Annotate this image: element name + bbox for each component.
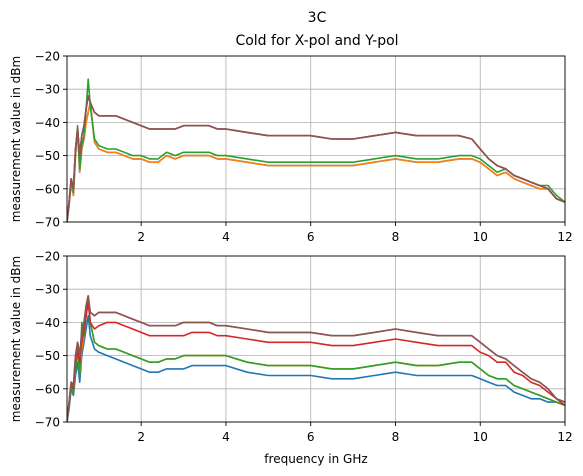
figure-title: 3C (308, 10, 327, 26)
y-tick-label: −50 (35, 149, 60, 163)
x-axis-label: frequency in GHz (264, 452, 367, 466)
y-tick-label: −20 (35, 250, 60, 264)
chart-panel-1: 2 4 6 8 10 12 −20 −30 −40 −50 −60 −70 measurement va… (9, 50, 573, 245)
x-tick-label: 2 (137, 230, 145, 244)
x-tick-label: 4 (222, 230, 230, 244)
y-axis-label: measurement value in dBm (9, 56, 23, 222)
plot-area (67, 256, 565, 422)
x-tick-label: 12 (557, 430, 572, 444)
series-group (67, 294, 565, 422)
x-tick-label: 10 (473, 430, 488, 444)
y-tick-label: −20 (35, 50, 60, 64)
series-line-4 (67, 301, 565, 422)
y-tick-label: −60 (35, 182, 60, 196)
plot-area (67, 56, 565, 222)
y-tick-label: −40 (35, 316, 60, 330)
axes-frame (66, 255, 566, 423)
y-tick-label: −70 (35, 216, 60, 230)
series-group (67, 78, 565, 222)
x-tick-label: 6 (307, 430, 315, 444)
y-tick-label: −30 (35, 283, 60, 297)
y-tick-label: −30 (35, 83, 60, 97)
axes-frame (66, 55, 566, 223)
x-tick-label: 6 (307, 230, 315, 244)
y-axis-label: measurement value in dBm (9, 256, 23, 422)
series-line-1 (67, 314, 565, 422)
chart-panel-2: 2 4 6 8 10 12 −20 −30 −40 −50 −60 −70 measurement va… (9, 250, 573, 467)
series-line-6 (67, 294, 565, 422)
x-tick-label: 8 (392, 230, 400, 244)
y-tick-label: −50 (35, 349, 60, 363)
x-tick-label: 2 (137, 430, 145, 444)
x-tick-label: 8 (392, 430, 400, 444)
series-line-6 (67, 95, 565, 222)
y-tick-label: −70 (35, 416, 60, 430)
x-tick-label: 10 (473, 230, 488, 244)
figure-subtitle: Cold for X-pol and Y-pol (235, 33, 398, 49)
y-tick-label: −40 (35, 116, 60, 130)
y-tick-label: −60 (35, 382, 60, 396)
x-tick-label: 4 (222, 430, 230, 444)
x-tick-label: 12 (557, 230, 572, 244)
